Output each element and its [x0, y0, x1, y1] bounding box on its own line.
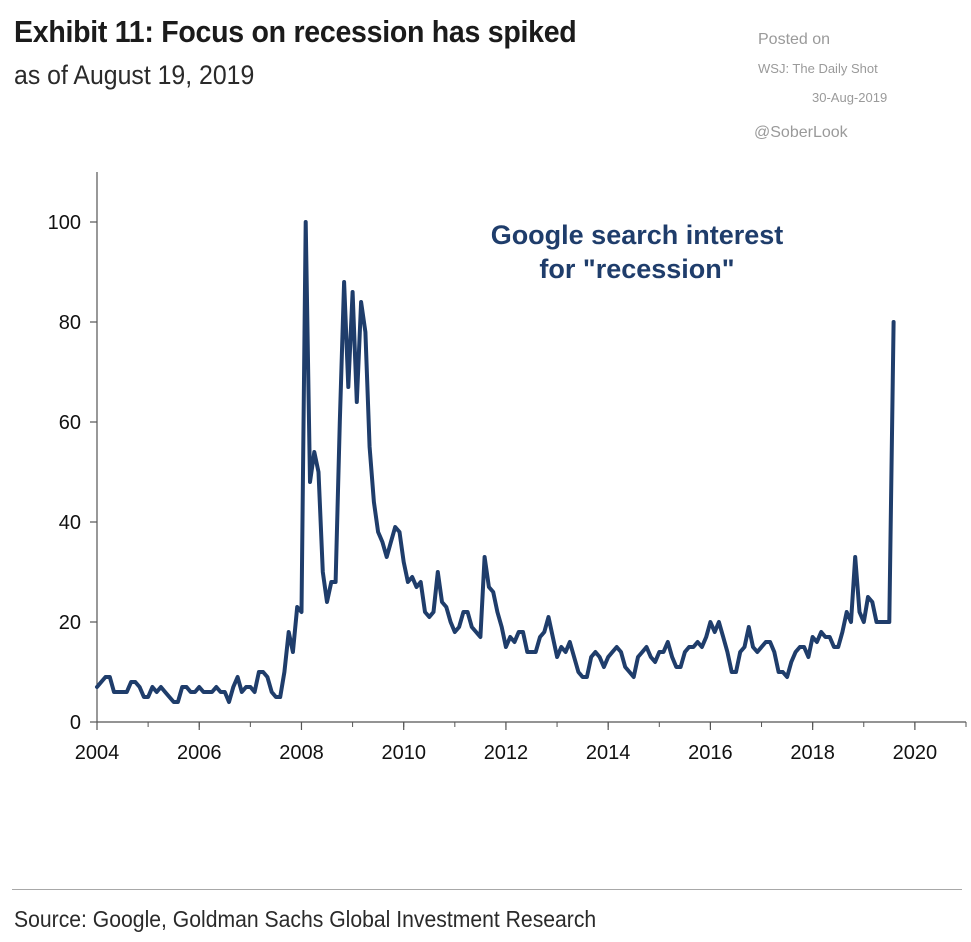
- footer-divider: [12, 889, 962, 890]
- chart-ticks: 0 20 40 60 80 100 2004 2006 2008 2010 2012 2014 2016…: [48, 212, 967, 764]
- y-tick-label: 80: [59, 312, 81, 334]
- watermark-date: 30-Aug-2019: [812, 90, 888, 105]
- y-tick-label: 40: [59, 512, 81, 534]
- y-tick-label: 20: [59, 612, 81, 634]
- x-tick-label: 2008: [279, 742, 324, 764]
- chart-subtitle: as of August 19, 2019: [14, 60, 255, 90]
- chart-title: Exhibit 11: Focus on recession has spike…: [14, 14, 577, 49]
- source-note: Source: Google, Goldman Sachs Global Inv…: [14, 906, 597, 932]
- y-tick-label: 100: [48, 212, 81, 234]
- x-tick-label: 2006: [177, 742, 222, 764]
- series-line-0: [95, 220, 896, 704]
- x-tick-label: 2018: [790, 742, 835, 764]
- annotation-line-1: Google search interest: [491, 220, 784, 250]
- watermark-source: WSJ: The Daily Shot: [758, 61, 878, 76]
- x-tick-label: 2004: [75, 742, 120, 764]
- x-tick-label: 2020: [893, 742, 938, 764]
- x-tick-label: 2012: [484, 742, 529, 764]
- chart-series: [95, 220, 896, 704]
- x-tick-label: 2016: [688, 742, 733, 764]
- y-tick-label: 60: [59, 412, 81, 434]
- x-tick-label: 2010: [381, 742, 426, 764]
- chart-axes: [96, 172, 966, 723]
- watermark-handle: @SoberLook: [754, 124, 848, 141]
- watermark-posted-on: Posted on: [758, 31, 831, 48]
- annotation-line-2: for "recession": [539, 254, 734, 284]
- y-tick-label: 0: [70, 712, 81, 734]
- x-tick-label: 2014: [586, 742, 631, 764]
